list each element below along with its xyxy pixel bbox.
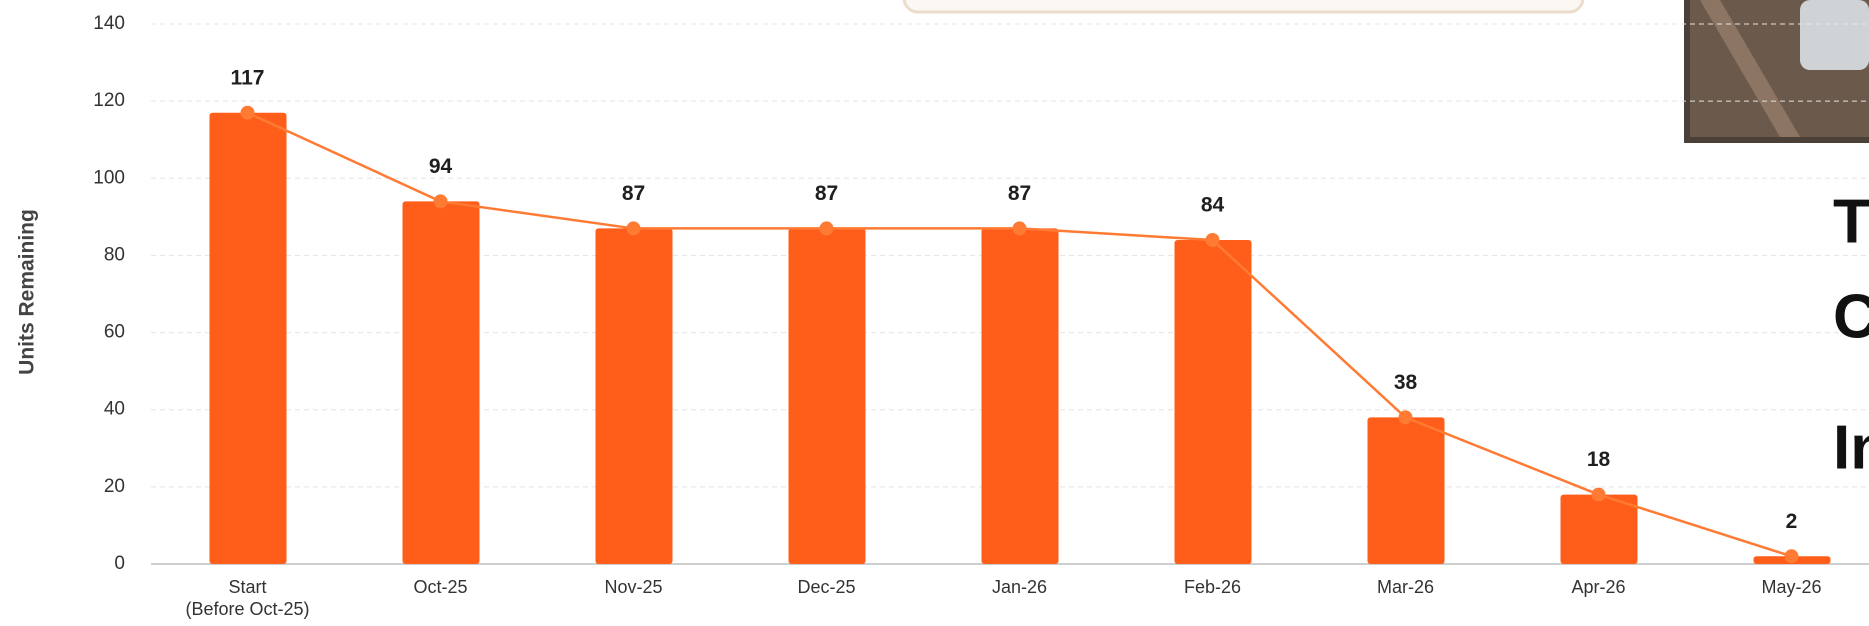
- y-tick-label: 100: [93, 167, 125, 188]
- x-tick-label: Jan-26: [992, 577, 1047, 597]
- value-label: 2: [1786, 510, 1798, 533]
- overlay-panel: [904, 0, 1583, 12]
- x-tick-label: Apr-26: [1571, 577, 1625, 597]
- line-point: [434, 194, 448, 208]
- side-heading: C: [1833, 282, 1869, 351]
- value-label: 87: [622, 182, 645, 205]
- x-tick-label: Start(Before Oct-25): [185, 577, 309, 619]
- bar: [210, 113, 287, 564]
- y-axis-label: Units Remaining: [16, 209, 39, 375]
- x-tick-label: Feb-26: [1184, 577, 1241, 597]
- line-point: [241, 106, 255, 120]
- line-point: [1206, 233, 1220, 247]
- y-tick-label: 120: [93, 90, 125, 111]
- x-tick-label: Oct-25: [413, 577, 467, 597]
- line-point: [627, 221, 641, 235]
- value-label: 87: [815, 182, 838, 205]
- y-tick-label: 60: [104, 322, 125, 343]
- thumbnail-image: [1684, 0, 1869, 143]
- y-tick-label: 0: [114, 553, 125, 574]
- x-tick-label: Dec-25: [797, 577, 855, 597]
- value-label: 87: [1008, 182, 1031, 205]
- line-point: [1399, 410, 1413, 424]
- value-label: 38: [1394, 371, 1418, 394]
- bar: [1175, 240, 1252, 564]
- chart: Units Remaining 0 20 40 60 80 100 120 140 117 94 8…: [0, 0, 1869, 626]
- line-point: [820, 221, 834, 235]
- bar: [596, 228, 673, 564]
- image-detail: [1800, 0, 1869, 70]
- y-tick-label: 40: [104, 399, 125, 420]
- bar: [1368, 417, 1445, 564]
- bar: [982, 228, 1059, 564]
- x-tick-label: Nov-25: [604, 577, 662, 597]
- side-heading: In: [1833, 413, 1869, 482]
- y-tick-label: 20: [104, 476, 125, 497]
- page: {"chart_data": {"type": "bar_line", "y_l…: [0, 0, 1869, 626]
- y-tick-label: 80: [104, 244, 125, 265]
- value-label: 117: [231, 66, 265, 89]
- value-label: 84: [1201, 194, 1225, 217]
- side-heading: T: [1833, 187, 1869, 256]
- value-label: 94: [429, 155, 453, 178]
- line-point: [1013, 221, 1027, 235]
- y-tick-label: 140: [93, 13, 125, 34]
- line-point: [1785, 549, 1799, 563]
- line-point: [1592, 488, 1606, 502]
- bar: [403, 201, 480, 564]
- value-label: 18: [1587, 448, 1611, 471]
- bar: [1561, 495, 1638, 564]
- x-tick-label: Mar-26: [1377, 577, 1434, 597]
- x-tick-label: May-26: [1761, 577, 1821, 597]
- bar: [789, 228, 866, 564]
